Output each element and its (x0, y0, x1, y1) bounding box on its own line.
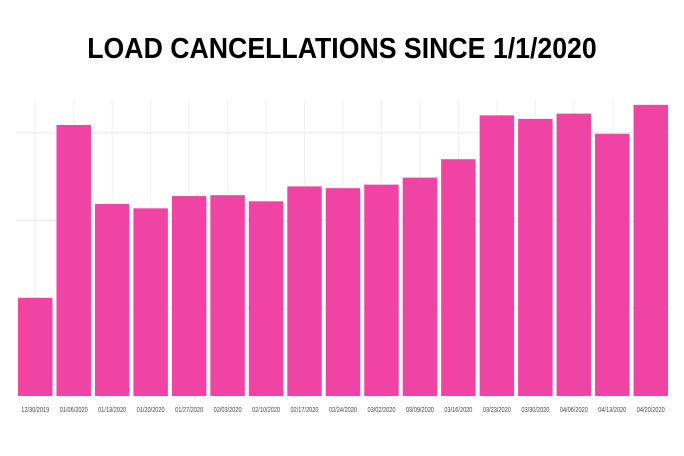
bar-01/13/2020 (94, 203, 130, 396)
bar-03/23/2020 (479, 115, 515, 397)
bar-01/06/2020 (56, 125, 91, 396)
x-tick-label: 02/17/2020 (291, 406, 319, 414)
bar-01/27/2020 (171, 196, 207, 396)
x-tick-label: 01/27/2020 (175, 406, 203, 414)
bars (18, 104, 668, 397)
x-tick-label: 01/20/2020 (137, 406, 165, 414)
x-tick-label: 02/24/2020 (329, 406, 357, 414)
x-tick-label: 03/16/2020 (444, 406, 472, 414)
bar-12/30/2019 (18, 297, 53, 396)
x-tick-label: 04/13/2020 (598, 406, 626, 414)
x-tick-labels: 12/30/2019 01/06/2020 01/13/2020 01/20/2020… (21, 406, 665, 414)
bar-03/30/2020 (518, 118, 553, 397)
bar-02/10/2020 (248, 201, 284, 396)
bar-01/20/2020 (133, 208, 168, 396)
x-tick-label: 02/10/2020 (252, 406, 280, 414)
x-tick-label: 02/03/2020 (214, 406, 242, 414)
bar-02/03/2020 (210, 195, 245, 396)
x-tick-label: 12/30/2019 (21, 406, 49, 414)
bar-03/09/2020 (402, 177, 438, 396)
x-tick-label: 03/30/2020 (521, 406, 549, 414)
x-tick-label: 03/23/2020 (483, 406, 511, 414)
x-tick-label: 01/06/2020 (60, 406, 88, 414)
bar-03/02/2020 (364, 184, 399, 396)
x-tick-label: 01/13/2020 (98, 406, 126, 414)
x-tick-label: 03/02/2020 (367, 406, 395, 414)
bar-04/06/2020 (556, 113, 592, 396)
bar-03/16/2020 (441, 159, 476, 396)
chart-title: LOAD CANCELLATIONS SINCE 1/1/2020 (87, 33, 597, 65)
bar-04/20/2020 (633, 104, 668, 396)
x-tick-label: 03/09/2020 (406, 406, 434, 414)
bar-02/24/2020 (325, 188, 361, 396)
bar-04/13/2020 (595, 133, 630, 397)
bar-02/17/2020 (287, 186, 322, 396)
x-tick-label: 04/20/2020 (637, 406, 665, 414)
x-tick-label: 04/06/2020 (560, 406, 588, 414)
